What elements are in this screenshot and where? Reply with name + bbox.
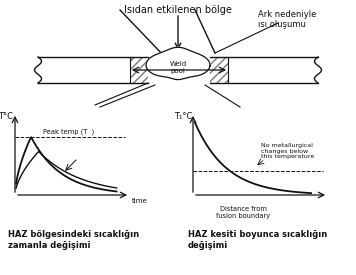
Text: HAZ bölgesindeki sıcaklığın
zamanla değişimi: HAZ bölgesindeki sıcaklığın zamanla deği… <box>8 230 139 251</box>
Text: HAZ kesiti boyunca sıcaklığın
değişimi: HAZ kesiti boyunca sıcaklığın değişimi <box>188 230 327 251</box>
Text: Isıdan etkilenen bölge: Isıdan etkilenen bölge <box>124 5 232 15</box>
Text: Ark nedeniyle
ısı oluşumu: Ark nedeniyle ısı oluşumu <box>258 10 316 29</box>
Text: T°C: T°C <box>0 112 13 121</box>
Text: Distance from
fusion boundary: Distance from fusion boundary <box>216 206 270 219</box>
Text: No metallurgical
changes below
this temperature: No metallurgical changes below this temp… <box>261 143 314 159</box>
Text: Peak temp (T  ): Peak temp (T ) <box>43 128 94 135</box>
Text: Weld
pool: Weld pool <box>169 60 187 73</box>
Text: time: time <box>132 198 148 204</box>
Text: T₁°C: T₁°C <box>174 112 192 121</box>
Polygon shape <box>146 47 210 79</box>
